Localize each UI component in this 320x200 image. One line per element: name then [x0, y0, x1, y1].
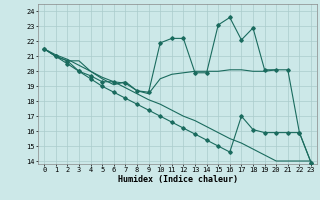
- X-axis label: Humidex (Indice chaleur): Humidex (Indice chaleur): [118, 175, 238, 184]
